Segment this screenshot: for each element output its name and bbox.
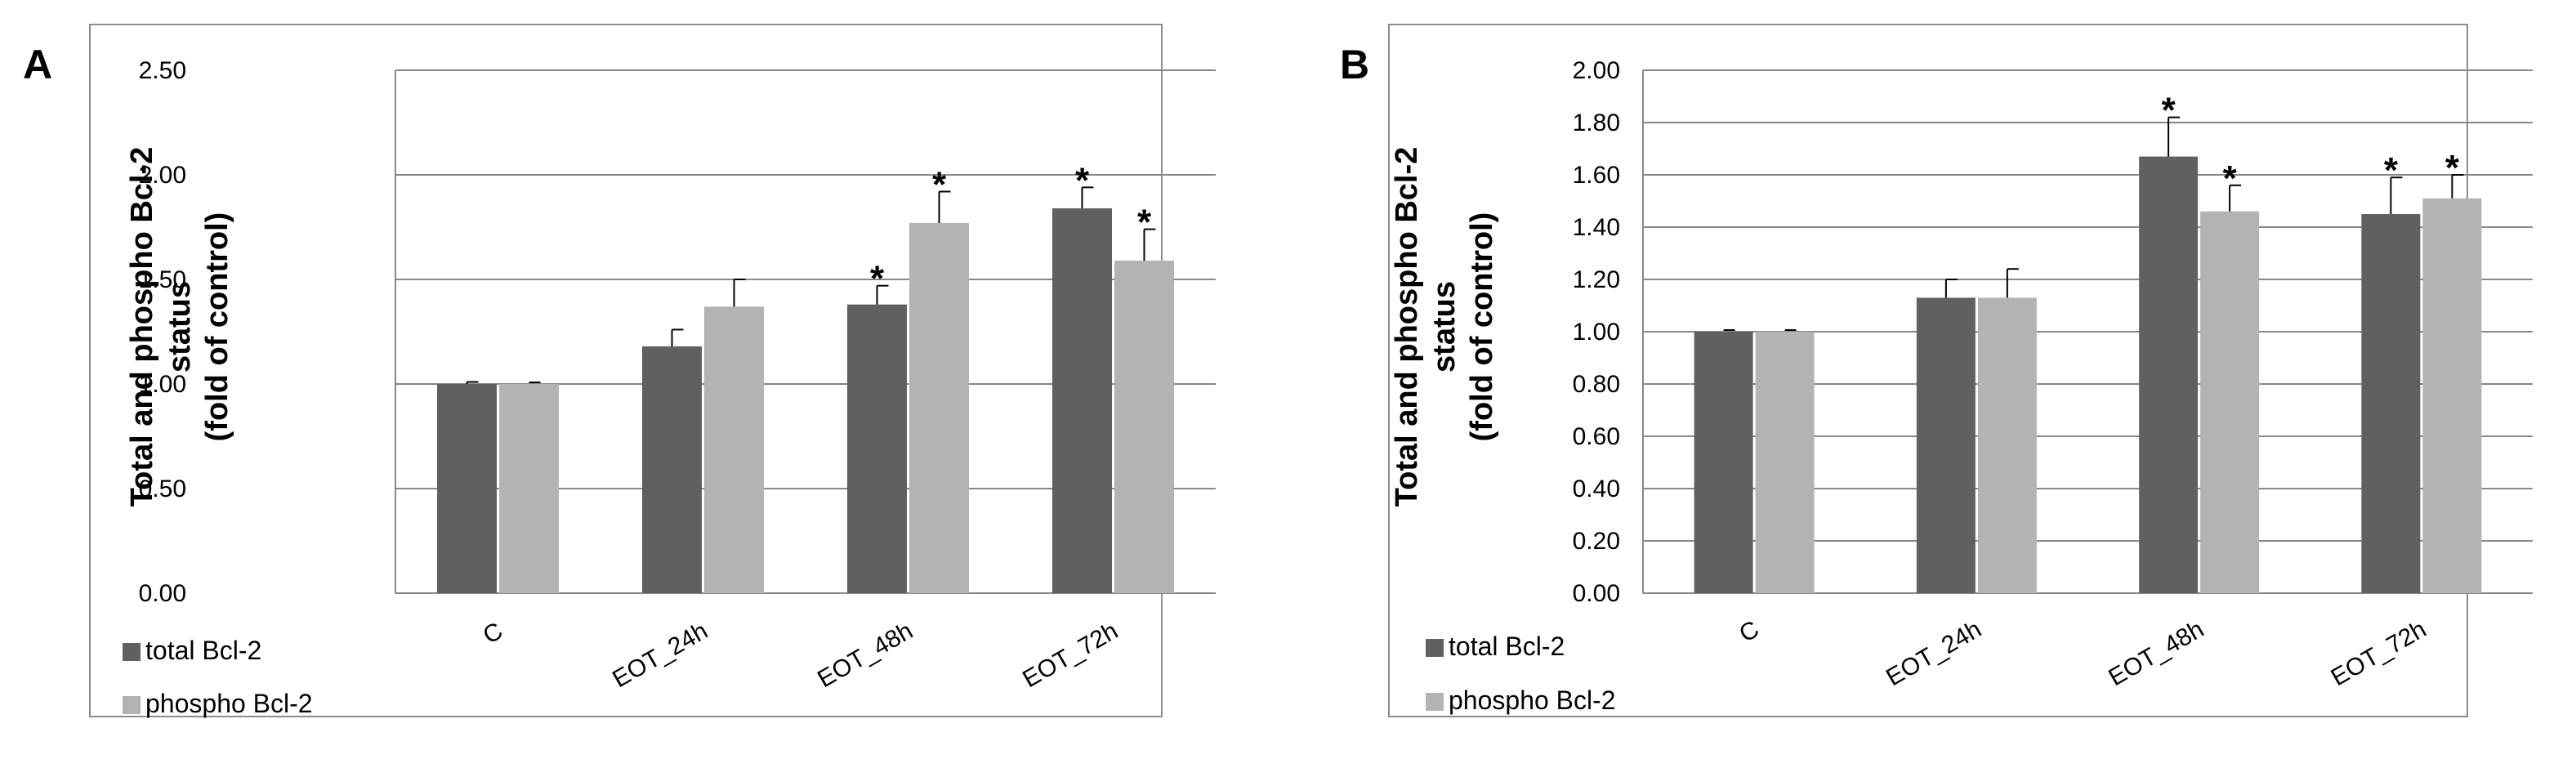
panel-label-a: A [23, 42, 53, 87]
y-tick-label: 1.20 [1573, 266, 1620, 293]
bar-phospho [2422, 198, 2482, 594]
x-category-label: EOT_48h [813, 617, 917, 693]
chart-panel-b: B 0.00 0.20 0.40 0.60 0.80 1.00 1.20 1.40 1.60 1.… [1291, 0, 2576, 764]
y-axis-title-line: status [1427, 281, 1462, 373]
legend-swatch-phospho [123, 696, 141, 714]
panel-label-b: B [1340, 42, 1370, 87]
significance-star: * [1075, 160, 1090, 200]
bar-phospho [704, 306, 764, 593]
chart-panel-a: A 0.00 0.50 1.00 1.50 2.00 2.50 Total and phos… [0, 0, 1275, 764]
legend-label: total Bcl-2 [145, 636, 261, 665]
bar-total [437, 384, 497, 593]
y-tick-label: 0.50 [139, 476, 186, 502]
x-category-label: EOT_48h [2104, 615, 2208, 691]
bar-total [1694, 332, 1753, 593]
x-category-label: C [479, 617, 507, 649]
y-axis-title-line: (fold of control) [200, 212, 234, 442]
significance-star: * [870, 259, 885, 299]
legend-swatch-total [123, 643, 141, 661]
x-category-label: EOT_24h [608, 617, 712, 693]
y-tick-label: 0.00 [139, 580, 186, 607]
legend-label: phospho Bcl-2 [145, 689, 313, 718]
significance-star: * [2162, 91, 2176, 131]
x-category-label: EOT_72h [1018, 617, 1123, 693]
bar-chart-b: 0.00 0.20 0.40 0.60 0.80 1.00 1.20 1.40 1.60 1.80… [1388, 24, 2533, 717]
y-tick-label: 1.80 [1573, 109, 1620, 136]
y-tick-label: 1.00 [1573, 319, 1620, 346]
bar-total [1052, 208, 1112, 593]
significance-star: * [2445, 148, 2460, 188]
bar-phospho [499, 384, 559, 593]
bar-total [1916, 297, 1976, 593]
significance-star: * [2384, 150, 2399, 190]
y-axis-title-line: status [163, 281, 197, 373]
y-tick-label: 0.00 [1573, 580, 1620, 607]
y-tick-label: 0.80 [1573, 371, 1620, 398]
bar-phospho [1114, 260, 1174, 593]
y-tick-label: 2.00 [139, 162, 186, 189]
bar-phospho [2200, 211, 2260, 593]
bar-phospho [1977, 297, 2037, 593]
y-tick-label: 1.00 [139, 371, 186, 398]
y-tick-label: 0.60 [1573, 423, 1620, 450]
y-axis-title-line: Total and phospho Bcl-2 [1390, 147, 1424, 507]
y-tick-label: 0.40 [1573, 476, 1620, 502]
bar-chart-a: 0.00 0.50 1.00 1.50 2.00 2.50 Total and phosph… [89, 24, 1216, 718]
bar-total [2139, 156, 2199, 594]
legend-swatch-total [1426, 639, 1444, 657]
legend-label: phospho Bcl-2 [1449, 685, 1616, 715]
significance-star: * [2223, 159, 2238, 199]
x-category-label: EOT_24h [1882, 615, 1986, 691]
legend-swatch-phospho [1426, 693, 1444, 711]
bar-total [847, 304, 907, 593]
bar-total [642, 346, 702, 593]
x-category-label: EOT_72h [2327, 615, 2431, 691]
y-tick-label: 1.50 [139, 266, 186, 293]
significance-star: * [1137, 203, 1152, 243]
legend-label: total Bcl-2 [1449, 632, 1565, 661]
bar-phospho [1755, 332, 1815, 593]
y-tick-label: 1.60 [1573, 162, 1620, 189]
bar-phospho [909, 222, 969, 593]
chart-frame [89, 24, 1163, 717]
significance-star: * [932, 164, 947, 204]
y-tick-label: 2.50 [139, 57, 186, 84]
y-axis-title-line: (fold of control) [1465, 212, 1499, 442]
y-axis-title-line: Total and phospho Bcl-2 [125, 147, 159, 507]
y-tick-label: 1.40 [1573, 214, 1620, 241]
y-tick-label: 2.00 [1573, 57, 1620, 84]
bar-total [2361, 214, 2421, 593]
y-tick-label: 0.20 [1573, 528, 1620, 555]
x-category-label: C [1734, 615, 1763, 647]
